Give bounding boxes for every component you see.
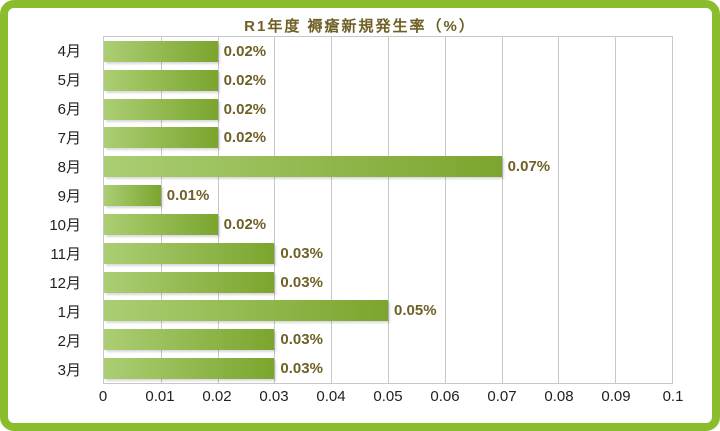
x-tick-label: 0.1: [662, 388, 684, 405]
category-label: 10月: [49, 217, 81, 234]
bar-row: 0.02%: [104, 95, 672, 124]
value-label: 0.02%: [223, 129, 267, 147]
gridline: [217, 37, 219, 383]
bar: [104, 300, 388, 322]
gridline: [501, 37, 503, 383]
bar: [104, 271, 275, 293]
bar-row: 0.03%: [104, 325, 672, 354]
category-label: 9月: [57, 188, 81, 205]
bar: [104, 40, 218, 62]
gridline: [558, 37, 560, 383]
bar: [104, 127, 218, 149]
gridline: [388, 37, 389, 383]
value-label: 0.01%: [166, 187, 210, 205]
bar-row: 0.03%: [104, 239, 672, 268]
x-tick-label: 0.08: [544, 388, 574, 405]
category-label: 11月: [50, 246, 81, 263]
bar: [104, 213, 218, 235]
bar-row: 0.02%: [104, 210, 672, 239]
bar-row: 0.02%: [104, 37, 672, 66]
value-label: 0.07%: [507, 158, 551, 176]
plot-area: 0.02% 0.02% 0.02% 0.02% 0.07% 0.01% 0.02% 0.03%…: [103, 36, 673, 384]
bar-row: 0.07%: [104, 152, 672, 181]
x-tick-label: 0.06: [430, 388, 460, 405]
bar-row: 0.05%: [104, 296, 672, 325]
chart-title: R1年度 褥瘡新規発生率（%）: [244, 18, 476, 35]
bar: [104, 242, 275, 264]
bar: [104, 98, 218, 120]
x-tick-label: 0.09: [601, 388, 631, 405]
bar: [104, 329, 275, 351]
category-label: 8月: [57, 159, 81, 176]
bar: [104, 156, 502, 178]
x-tick-label: 0.05: [373, 388, 403, 405]
category-label: 6月: [57, 101, 81, 118]
y-axis-labels: 4月 5月 6月 7月 8月 9月 10月 11月 12月 1月 2月 3月: [8, 36, 96, 384]
bar-row: 0.01%: [104, 181, 672, 210]
x-axis-labels: 0 0.01 0.02 0.03 0.04 0.05 0.06 0.07 0.08 0.09 0.1: [99, 388, 684, 408]
gridline: [444, 37, 446, 383]
value-label: 0.03%: [280, 360, 323, 378]
category-label: 3月: [57, 362, 81, 379]
bar: [104, 185, 161, 207]
x-tick-label: 0: [98, 388, 108, 405]
x-tick-label: 0.04: [316, 388, 346, 405]
gridline: [331, 37, 333, 383]
category-label: 5月: [57, 72, 81, 89]
gridline: [274, 37, 276, 383]
x-tick-label: 0.02: [202, 388, 232, 405]
value-label: 0.02%: [223, 42, 267, 60]
bar-row: 0.03%: [104, 268, 672, 297]
bar-rows: 0.02% 0.02% 0.02% 0.02% 0.07% 0.01% 0.02% 0.03%…: [104, 37, 672, 383]
bar: [104, 69, 218, 91]
category-label: 7月: [57, 130, 81, 147]
value-label: 0.03%: [280, 331, 323, 349]
gridline: [615, 37, 617, 383]
value-label: 0.03%: [280, 273, 323, 291]
category-label: 1月: [57, 304, 81, 321]
value-label: 0.05%: [394, 302, 437, 320]
category-label: 12月: [49, 275, 81, 292]
bar-row: 0.03%: [104, 354, 672, 383]
bar: [104, 358, 275, 380]
gridline: [160, 37, 162, 383]
bar-row: 0.02%: [104, 66, 672, 95]
value-label: 0.02%: [223, 100, 267, 118]
value-label: 0.03%: [280, 244, 323, 262]
category-label: 2月: [57, 333, 81, 350]
value-label: 0.02%: [223, 71, 267, 89]
value-label: 0.02%: [223, 215, 267, 233]
category-label: 4月: [57, 43, 81, 60]
x-tick-label: 0.07: [487, 388, 517, 405]
bar-row: 0.02%: [104, 123, 672, 152]
x-tick-label: 0.01: [145, 388, 175, 405]
x-tick-label: 0.03: [259, 388, 289, 405]
